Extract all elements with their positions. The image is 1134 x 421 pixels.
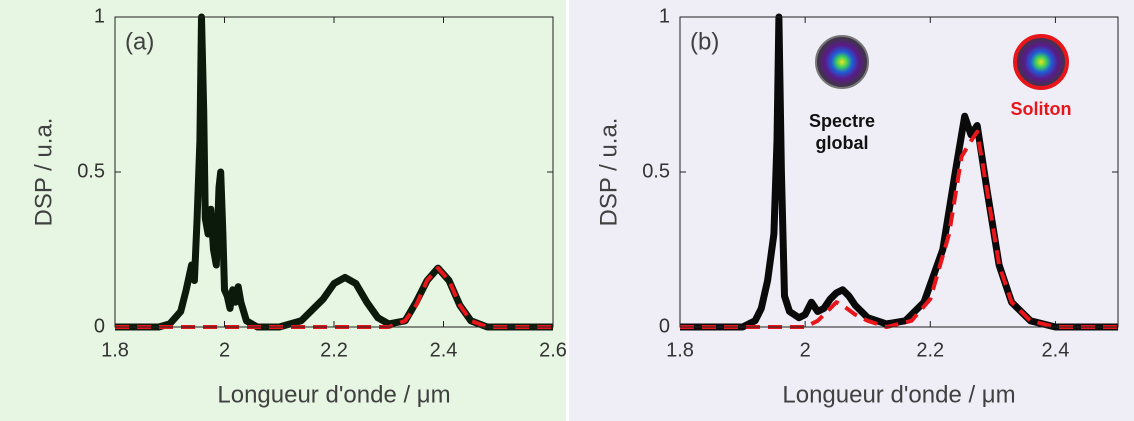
panel-label: (a) [125, 28, 154, 55]
y-tick-label: 1 [94, 5, 105, 27]
beam-image [1013, 34, 1069, 90]
x-tick-label: 2.2 [320, 339, 348, 361]
annotation: Spectre [809, 111, 875, 131]
x-tick-label: 2.2 [916, 339, 944, 361]
x-tick-label: 2 [800, 339, 811, 361]
annotation: Soliton [1011, 99, 1072, 119]
x-axis-label: Longueur d'onde / μm [217, 381, 450, 408]
y-tick-label: 0 [94, 315, 105, 337]
y-tick-label: 1 [659, 5, 670, 27]
annotation: global [816, 133, 869, 153]
beam-image [815, 35, 869, 89]
panel-background [0, 0, 566, 421]
x-axis-label: Longueur d'onde / μm [782, 381, 1015, 408]
spectrum-line [115, 266, 553, 329]
axes-box [679, 16, 1119, 328]
y-tick-label: 0 [659, 315, 670, 337]
spectrum-line [115, 13, 553, 331]
x-tick-label: 2.6 [539, 339, 567, 361]
y-axis-label: DSP / u.a. [595, 118, 622, 227]
spectrum-line [680, 13, 1118, 331]
x-tick-label: 1.8 [666, 339, 694, 361]
x-tick-label: 1.8 [101, 339, 129, 361]
spectrum-line [680, 129, 1118, 329]
y-tick-label: 0.5 [642, 160, 670, 182]
panel-label: (b) [690, 28, 719, 55]
y-axis-label: DSP / u.a. [30, 118, 57, 227]
x-tick-label: 2 [219, 339, 230, 361]
x-tick-label: 2.4 [1042, 339, 1070, 361]
x-tick-label: 2.4 [430, 339, 458, 361]
y-tick-label: 0.5 [77, 160, 105, 182]
axes-box [114, 16, 554, 328]
